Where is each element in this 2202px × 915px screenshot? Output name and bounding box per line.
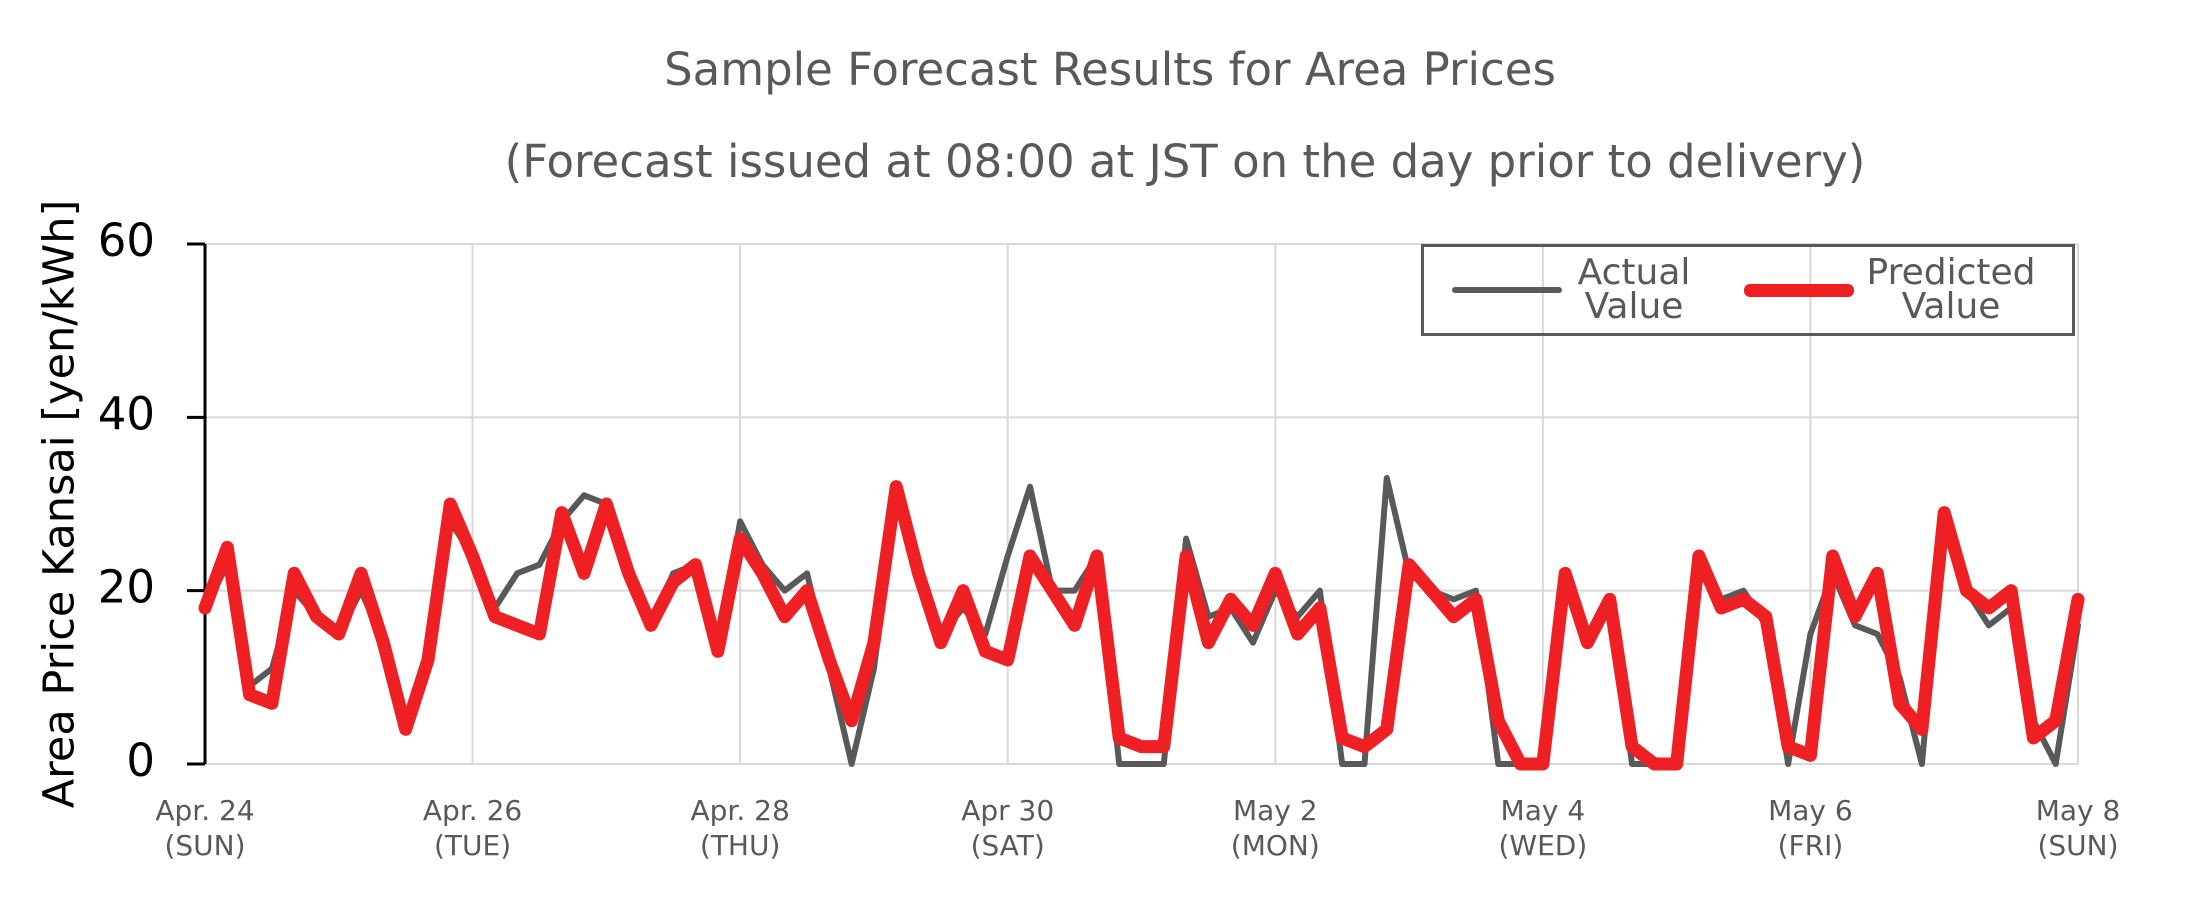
x-tick-sublabel: (MON) [1231, 829, 1320, 862]
x-tick-sublabel: (WED) [1498, 829, 1587, 862]
x-tick-label: May 8 [2036, 794, 2121, 827]
x-tick-label: Apr 30 [961, 794, 1054, 827]
x-tick-sublabel: (FRI) [1778, 829, 1844, 862]
legend-label: Actual Value [1577, 252, 1691, 327]
x-tick-label: Apr. 26 [423, 794, 522, 827]
x-tick-label: May 6 [1768, 794, 1853, 827]
legend-swatch [1452, 287, 1562, 293]
x-tick-sublabel: (SUN) [164, 829, 245, 862]
x-tick-label: Apr. 28 [690, 794, 789, 827]
x-tick-sublabel: (SAT) [971, 829, 1045, 862]
y-axis-label: Area Price Kansai [yen/kWh] [35, 200, 85, 808]
x-tick-sublabel: (SUN) [2037, 829, 2118, 862]
y-tick-label: 20 [98, 561, 155, 614]
legend: Actual Value Predicted Value [1421, 244, 2075, 336]
x-tick-label: Apr. 24 [155, 794, 254, 827]
legend-swatch [1744, 283, 1854, 297]
legend-label: Predicted Value [1866, 252, 2036, 327]
x-tick-sublabel: (THU) [700, 829, 781, 862]
legend-item: Predicted Value [1744, 252, 2036, 327]
x-tick-label: May 4 [1501, 794, 1586, 827]
chart-title: Sample Forecast Results for Area Prices [664, 43, 1556, 96]
chart-subtitle: (Forecast issued at 08:00 at JST on the … [505, 135, 1866, 188]
x-tick-label: May 2 [1233, 794, 1318, 827]
y-tick-label: 0 [126, 734, 155, 787]
legend-item: Actual Value [1452, 252, 1694, 327]
series-line [198, 480, 2085, 771]
x-tick-sublabel: (TUE) [434, 829, 511, 862]
y-tick-label: 60 [98, 214, 155, 267]
y-tick-label: 40 [98, 387, 155, 440]
series-line [202, 475, 2081, 767]
